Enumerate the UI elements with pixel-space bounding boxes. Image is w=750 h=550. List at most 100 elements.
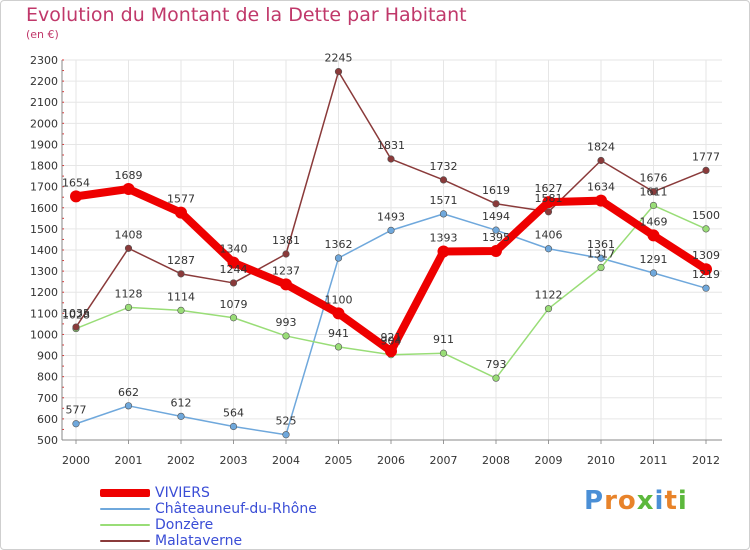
data-label: 1287: [167, 254, 195, 267]
data-point: [227, 256, 240, 269]
data-label: 1581: [535, 192, 563, 205]
legend-swatch: [100, 489, 150, 497]
y-tick-label: 1800: [30, 160, 58, 173]
data-point: [649, 201, 658, 210]
x-tick-label: 2006: [377, 454, 405, 467]
data-point: [229, 422, 238, 431]
data-point: [387, 226, 395, 234]
data-label: 1114: [167, 290, 195, 303]
data-point: [332, 307, 345, 320]
legend-label: Châteauneuf-du-Rhône: [155, 501, 317, 517]
legend-label: Malataverne: [155, 533, 243, 549]
data-point: [124, 303, 133, 312]
data-label: 921: [381, 331, 402, 344]
data-point: [177, 270, 185, 278]
data-point: [177, 306, 185, 314]
x-tick-label: 2010: [587, 454, 615, 467]
data-point: [490, 245, 502, 258]
data-label: 1079: [220, 298, 248, 311]
legend-swatch: [100, 524, 150, 526]
data-point: [647, 229, 660, 242]
logo-letter: r: [604, 486, 618, 516]
data-label: 1340: [220, 243, 248, 256]
y-tick-label: 800: [37, 371, 58, 384]
y-tick-label: 2200: [30, 75, 58, 88]
y-tick-label: 1500: [30, 223, 58, 236]
y-tick-label: 1100: [30, 307, 58, 320]
data-point: [597, 156, 605, 165]
data-point: [597, 263, 605, 272]
y-tick-label: 600: [37, 413, 58, 426]
legend-swatch: [100, 508, 150, 510]
data-point: [124, 244, 133, 252]
x-tick-label: 2012: [692, 454, 720, 467]
data-label: 1028: [62, 309, 90, 322]
data-label: 564: [223, 406, 244, 419]
data-label: 1619: [482, 184, 510, 197]
x-tick-label: 2011: [640, 454, 668, 467]
data-point: [334, 343, 343, 351]
data-label: 1493: [377, 210, 405, 223]
y-tick-label: 1300: [30, 265, 58, 278]
data-point: [282, 332, 290, 340]
legend-label: VIVIERS: [155, 485, 210, 501]
legend-label: Donzère: [155, 517, 214, 533]
logo-letter: o: [617, 486, 637, 516]
data-point: [542, 196, 555, 209]
y-tick-label: 500: [37, 434, 58, 447]
data-label: 1831: [377, 139, 405, 152]
data-point: [175, 206, 187, 219]
data-label: 612: [171, 396, 192, 409]
x-tick-label: 2009: [535, 454, 563, 467]
data-point: [595, 194, 607, 207]
data-label: 1381: [272, 234, 300, 247]
data-point: [282, 250, 290, 258]
data-label: 1689: [115, 169, 143, 182]
proxiti-logo: Proxiti: [584, 486, 688, 516]
y-tick-label: 2000: [30, 117, 58, 130]
data-point: [439, 349, 448, 357]
data-label: 1393: [430, 231, 458, 244]
data-point: [124, 402, 133, 410]
data-label: 1244: [220, 263, 248, 276]
y-tick-label: 1400: [30, 244, 58, 257]
data-label: 1634: [587, 181, 615, 194]
y-tick-label: 700: [37, 392, 58, 405]
y-tick-label: 1600: [30, 202, 58, 215]
logo-letter: x: [636, 486, 655, 516]
data-point: [649, 269, 658, 277]
data-label: 1100: [325, 293, 353, 306]
line-chart: 500 600 700 800 900 1000 1100 1200 1300 1400 1500 1…: [30, 52, 722, 467]
data-label: 1395: [482, 231, 510, 244]
chart-subtitle: (en €): [26, 28, 59, 41]
data-label: 1577: [167, 193, 195, 206]
x-tick-label: 2005: [325, 454, 353, 467]
data-point: [649, 188, 658, 196]
data-label: 1654: [62, 176, 90, 189]
data-point: [282, 431, 290, 439]
x-tick-label: 2000: [62, 454, 90, 467]
data-point: [280, 278, 292, 291]
data-point: [437, 245, 450, 258]
logo-letter: P: [584, 486, 605, 516]
data-point: [492, 226, 500, 234]
data-point: [229, 279, 238, 287]
data-point: [229, 314, 238, 322]
data-label: 1291: [640, 253, 668, 266]
x-tick-label: 2003: [220, 454, 248, 467]
data-point: [334, 254, 343, 262]
data-label: 911: [433, 333, 454, 346]
data-point: [702, 166, 710, 175]
data-label: 1627: [535, 182, 563, 195]
y-tick-label: 1900: [30, 138, 58, 151]
data-label: 1035: [62, 307, 90, 320]
data-label: 1362: [325, 238, 353, 251]
data-label: 1361: [587, 238, 615, 251]
data-point: [492, 374, 500, 382]
data-label: 1469: [640, 215, 668, 228]
data-label: 1494: [482, 210, 510, 223]
y-tick-label: 2100: [30, 96, 58, 109]
data-point: [544, 245, 553, 253]
data-label: 1732: [430, 160, 458, 173]
x-tick-label: 2007: [430, 454, 458, 467]
